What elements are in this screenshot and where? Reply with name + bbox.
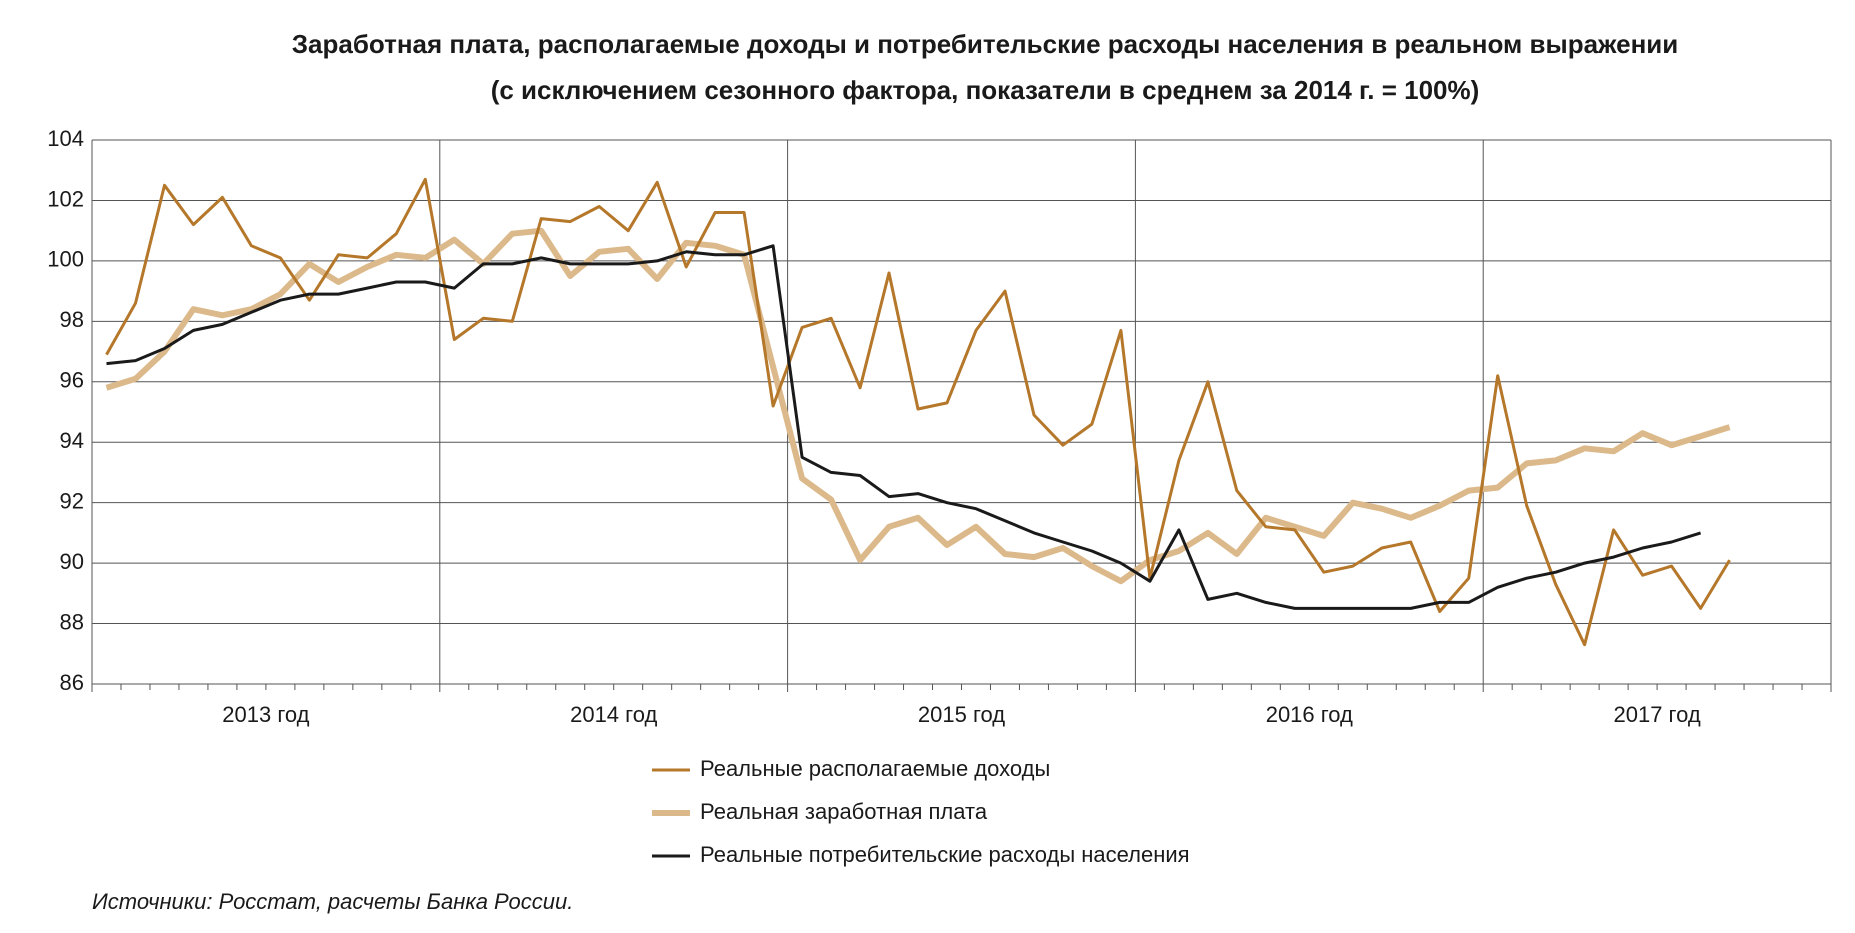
x-year-label: 2016 год <box>1266 702 1353 727</box>
x-year-label: 2013 год <box>222 702 309 727</box>
chart-subtitle: (с исключением сезонного фактора, показа… <box>491 75 1480 105</box>
y-tick-label: 96 <box>60 368 84 393</box>
y-tick-label: 88 <box>60 609 84 634</box>
y-tick-label: 102 <box>47 186 84 211</box>
source: Источники: Росстат, расчеты Банка России… <box>92 889 573 914</box>
y-tick-label: 98 <box>60 307 84 332</box>
y-tick-label: 92 <box>60 488 84 513</box>
y-tick-label: 94 <box>60 428 84 453</box>
y-tick-label: 86 <box>60 670 84 695</box>
y-tick-label: 90 <box>60 549 84 574</box>
legend-label: Реальные потребительские расходы населен… <box>700 842 1190 867</box>
series-line <box>105 177 1731 647</box>
x-year-label: 2015 год <box>918 702 1005 727</box>
chart-title: Заработная плата, располагаемые доходы и… <box>292 29 1679 59</box>
x-year-label: 2014 год <box>570 702 657 727</box>
y-tick-label: 104 <box>47 126 84 151</box>
y-tick-label: 100 <box>47 247 84 272</box>
legend-label: Реальная заработная плата <box>700 799 988 824</box>
series-line <box>105 227 1731 585</box>
legend-label: Реальные располагаемые доходы <box>700 756 1050 781</box>
x-year-label: 2017 год <box>1614 702 1701 727</box>
series-line <box>106 244 1702 610</box>
